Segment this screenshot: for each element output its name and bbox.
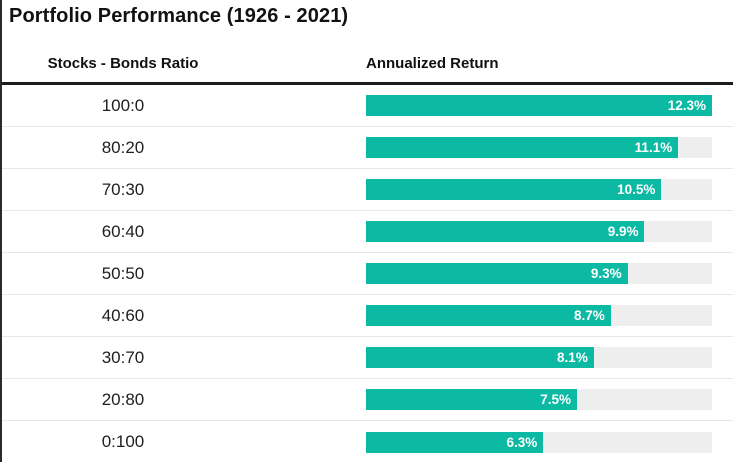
bar-value-label: 8.7% — [573, 308, 605, 323]
bar-track: 9.3% — [366, 263, 712, 284]
bar-value-label: 8.1% — [557, 350, 588, 365]
ratio-label: 40:60 — [101, 305, 145, 325]
ratio-label: 60:40 — [101, 221, 145, 241]
table-row: 60:40 9.9% — [0, 211, 733, 253]
table-row: 50:50 9.3% — [0, 253, 733, 295]
ratio-label: 30:70 — [101, 347, 145, 367]
bar-track: 10.5% — [366, 179, 712, 200]
header-divider-rule — [0, 82, 733, 85]
bar-value-label: 9.3% — [590, 266, 622, 281]
bar-track: 8.7% — [366, 305, 712, 326]
bar-value-label: 6.3% — [506, 434, 538, 450]
ratio-label: 100:0 — [101, 95, 145, 115]
ratio-label: 80:20 — [101, 137, 145, 157]
table-row: 70:30 10.5% — [0, 169, 733, 211]
left-axis-line — [0, 0, 2, 462]
bar-value-label: 9.9% — [607, 224, 639, 239]
bar-track: 8.1% — [366, 347, 712, 368]
ratio-label: 50:50 — [101, 263, 145, 283]
column-headers: Stocks - Bonds Ratio Annualized Return — [0, 55, 733, 72]
return-column-header: Annualized Return — [366, 55, 499, 72]
return-bar: 9.9% — [366, 221, 645, 242]
bar-track: 12.3% — [366, 95, 712, 116]
ratio-column-header: Stocks - Bonds Ratio — [47, 55, 199, 72]
return-bar: 10.5% — [366, 179, 662, 200]
ratio-label: 0:100 — [101, 432, 145, 451]
table-row: 80:20 11.1% — [0, 127, 733, 169]
table-row: 0:100 6.3% — [0, 421, 733, 463]
bar-track: 11.1% — [366, 137, 712, 158]
return-bar: 8.1% — [366, 347, 594, 368]
table-row: 20:80 7.5% — [0, 379, 733, 421]
ratio-label: 20:80 — [101, 389, 145, 409]
bar-track: 9.9% — [366, 221, 712, 242]
chart-title: Portfolio Performance (1926 - 2021) — [9, 5, 349, 27]
bar-value-label: 7.5% — [540, 392, 571, 407]
return-bar: 11.1% — [366, 137, 679, 158]
return-bar: 9.3% — [366, 263, 628, 284]
return-bar: 7.5% — [366, 389, 577, 410]
return-bar: 8.7% — [366, 305, 611, 326]
bar-track: 6.3% — [366, 431, 712, 453]
table-row: 40:60 8.7% — [0, 295, 733, 337]
table-row: 30:70 8.1% — [0, 337, 733, 379]
bar-chart-rows: 100:0 12.3% 80:20 11.1% 70:30 10.5% 60:4… — [0, 85, 733, 463]
bar-value-label: 10.5% — [617, 182, 656, 197]
bar-value-label: 12.3% — [667, 98, 706, 113]
return-bar: 12.3% — [366, 95, 712, 116]
ratio-label: 70:30 — [101, 179, 145, 199]
return-bar: 6.3% — [366, 431, 544, 453]
bar-track: 7.5% — [366, 389, 712, 410]
table-row: 100:0 12.3% — [0, 85, 733, 127]
bar-value-label: 11.1% — [634, 140, 673, 155]
